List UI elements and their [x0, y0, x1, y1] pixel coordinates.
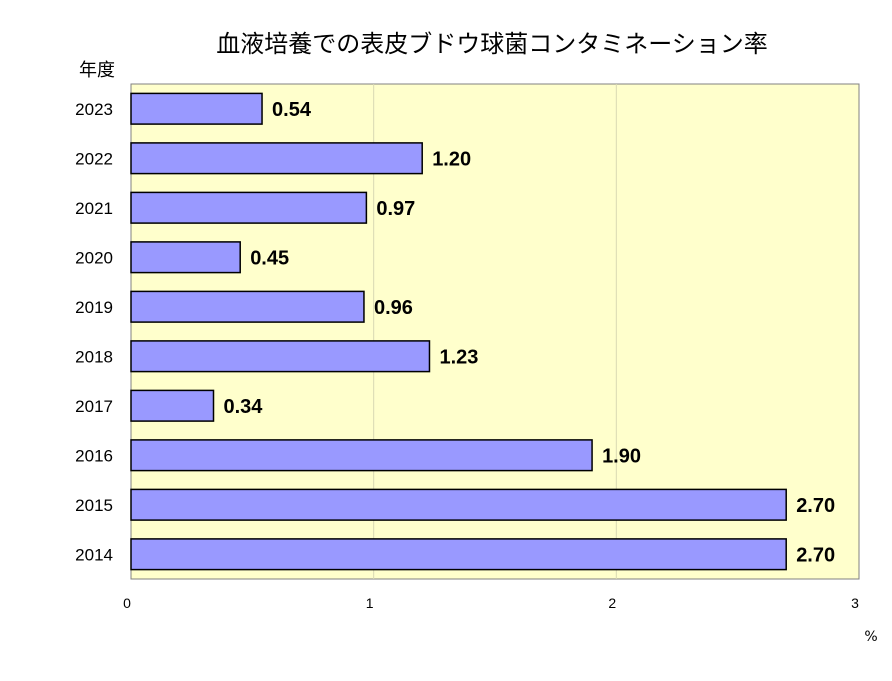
- bar: [130, 241, 241, 274]
- value-label: 1.23: [439, 346, 478, 368]
- category-label: 2021: [75, 199, 113, 218]
- bar: [130, 191, 368, 224]
- value-labels: 0.54 1.20 0.97 0.45 0.96 1.23 0.34 1.90 2.70 2.70: [224, 99, 836, 567]
- value-label: 2.70: [796, 495, 835, 517]
- category-label: 2022: [75, 149, 113, 168]
- value-label: 0.54: [272, 99, 312, 121]
- x-tick-label: 1: [366, 595, 374, 611]
- y-axis-label: 年度: [79, 60, 115, 81]
- bar: [130, 538, 787, 571]
- category-label: 2018: [75, 347, 113, 366]
- value-label: 1.90: [602, 445, 641, 467]
- bar: [130, 92, 263, 125]
- value-label: 2.70: [796, 544, 835, 566]
- value-label: 1.20: [432, 148, 471, 170]
- bar: [130, 142, 423, 175]
- category-label: 2017: [75, 397, 113, 416]
- bar: [130, 439, 593, 472]
- value-label: 0.34: [224, 396, 264, 418]
- category-labels: 2023 2022 2021 2020 2019 2018 2017 2016 2015 2014: [75, 100, 113, 565]
- value-label: 0.97: [376, 198, 415, 220]
- x-tick-label: 2: [608, 595, 616, 611]
- bar: [130, 488, 787, 521]
- category-label: 2023: [75, 100, 113, 119]
- chart-title: 血液培養での表皮ブドウ球菌コンタミネーション率: [216, 30, 768, 58]
- bars: [130, 92, 787, 571]
- category-label: 2020: [75, 248, 113, 267]
- bar: [130, 340, 431, 373]
- x-tick-label: 3: [851, 595, 859, 611]
- bar: [130, 290, 365, 323]
- x-tick-label: 0: [123, 595, 131, 611]
- x-tick-labels: 0 1 2 3: [123, 595, 859, 611]
- bar: [130, 389, 215, 422]
- category-label: 2015: [75, 496, 113, 515]
- category-label: 2019: [75, 298, 113, 317]
- category-label: 2016: [75, 446, 113, 465]
- x-axis-unit-label: %: [864, 629, 877, 645]
- value-label: 0.96: [374, 297, 413, 319]
- category-label: 2014: [75, 545, 113, 564]
- value-label: 0.45: [250, 247, 289, 269]
